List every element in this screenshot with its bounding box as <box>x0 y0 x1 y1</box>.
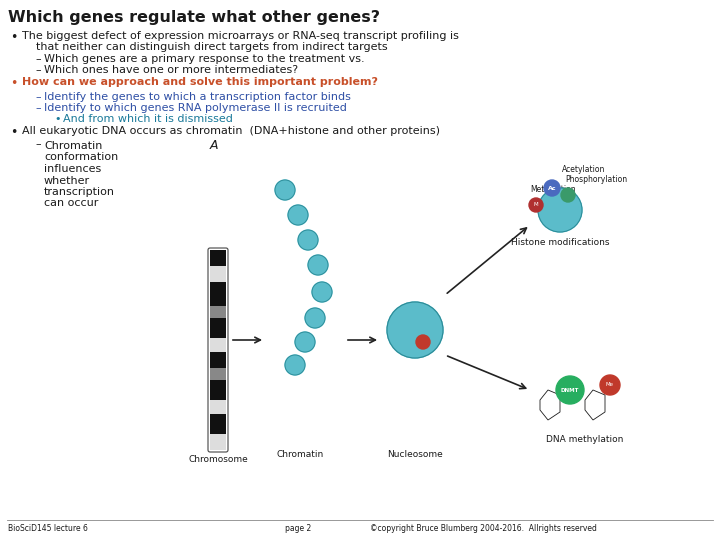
Bar <box>210 266 226 282</box>
Circle shape <box>561 188 575 202</box>
Text: Which genes are a primary response to the treatment vs.: Which genes are a primary response to th… <box>44 54 364 64</box>
Text: DNA methylation: DNA methylation <box>546 435 624 444</box>
Text: whether: whether <box>44 176 90 186</box>
Text: M: M <box>534 202 539 207</box>
Text: Histone modifications: Histone modifications <box>510 238 609 247</box>
Circle shape <box>387 302 443 358</box>
Text: Methylation: Methylation <box>530 185 575 194</box>
Text: •: • <box>10 31 17 44</box>
Text: –: – <box>35 139 40 149</box>
Text: All eukaryotic DNA occurs as chromatin  (DNA+histone and other proteins): All eukaryotic DNA occurs as chromatin (… <box>22 126 440 136</box>
Bar <box>210 368 226 380</box>
Text: transcription: transcription <box>44 187 115 197</box>
Circle shape <box>538 188 582 232</box>
Text: A: A <box>210 139 218 152</box>
Text: Identify to which genes RNA polymerase II is recruited: Identify to which genes RNA polymerase I… <box>44 103 347 113</box>
Circle shape <box>416 335 430 349</box>
Text: Chromatin: Chromatin <box>44 141 102 151</box>
Circle shape <box>298 230 318 250</box>
Text: •: • <box>10 126 17 139</box>
Text: •: • <box>54 114 60 124</box>
Text: Ac: Ac <box>548 186 557 191</box>
Circle shape <box>305 308 325 328</box>
Circle shape <box>600 375 620 395</box>
Text: Acetylation: Acetylation <box>562 165 606 174</box>
Text: –: – <box>35 65 40 75</box>
Text: DNMT: DNMT <box>561 388 579 393</box>
Circle shape <box>529 198 543 212</box>
Text: ©copyright Bruce Blumberg 2004-2016.  Allrights reserved: ©copyright Bruce Blumberg 2004-2016. All… <box>370 524 597 533</box>
Bar <box>210 338 226 352</box>
Bar <box>210 400 226 414</box>
Text: Phosphorylation: Phosphorylation <box>565 175 627 184</box>
Circle shape <box>556 376 584 404</box>
Text: –: – <box>35 54 40 64</box>
Text: can occur: can occur <box>44 199 99 208</box>
Circle shape <box>308 255 328 275</box>
Text: Chromosome: Chromosome <box>188 455 248 464</box>
Bar <box>210 380 226 400</box>
Text: Which ones have one or more intermediates?: Which ones have one or more intermediate… <box>44 65 298 75</box>
Text: Which genes regulate what other genes?: Which genes regulate what other genes? <box>8 10 380 25</box>
Circle shape <box>295 332 315 352</box>
Bar <box>210 306 226 318</box>
Circle shape <box>285 355 305 375</box>
Bar <box>210 318 226 338</box>
Circle shape <box>544 180 560 196</box>
Text: –: – <box>35 103 40 113</box>
Text: influences: influences <box>44 164 102 174</box>
Text: Identify the genes to which a transcription factor binds: Identify the genes to which a transcript… <box>44 92 351 102</box>
Text: Me: Me <box>606 382 614 388</box>
Text: Chromatin: Chromatin <box>276 450 323 459</box>
Text: page 2: page 2 <box>285 524 311 533</box>
Text: BioSciD145 lecture 6: BioSciD145 lecture 6 <box>8 524 88 533</box>
Text: –: – <box>35 92 40 102</box>
Text: that neither can distinguish direct targets from indirect targets: that neither can distinguish direct targ… <box>22 42 387 52</box>
Text: How can we approach and solve this important problem?: How can we approach and solve this impor… <box>22 77 378 87</box>
Text: Nucleosome: Nucleosome <box>387 450 443 459</box>
Bar <box>210 352 226 368</box>
Circle shape <box>288 205 308 225</box>
Bar <box>210 434 226 450</box>
Bar <box>210 414 226 434</box>
Circle shape <box>312 282 332 302</box>
Text: conformation: conformation <box>44 152 118 163</box>
Text: •: • <box>10 77 17 90</box>
Bar <box>210 282 226 306</box>
Text: The biggest defect of expression microarrays or RNA-seq transcript profiling is: The biggest defect of expression microar… <box>22 31 459 41</box>
Bar <box>210 250 226 266</box>
Circle shape <box>275 180 295 200</box>
Text: And from which it is dismissed: And from which it is dismissed <box>63 114 233 124</box>
